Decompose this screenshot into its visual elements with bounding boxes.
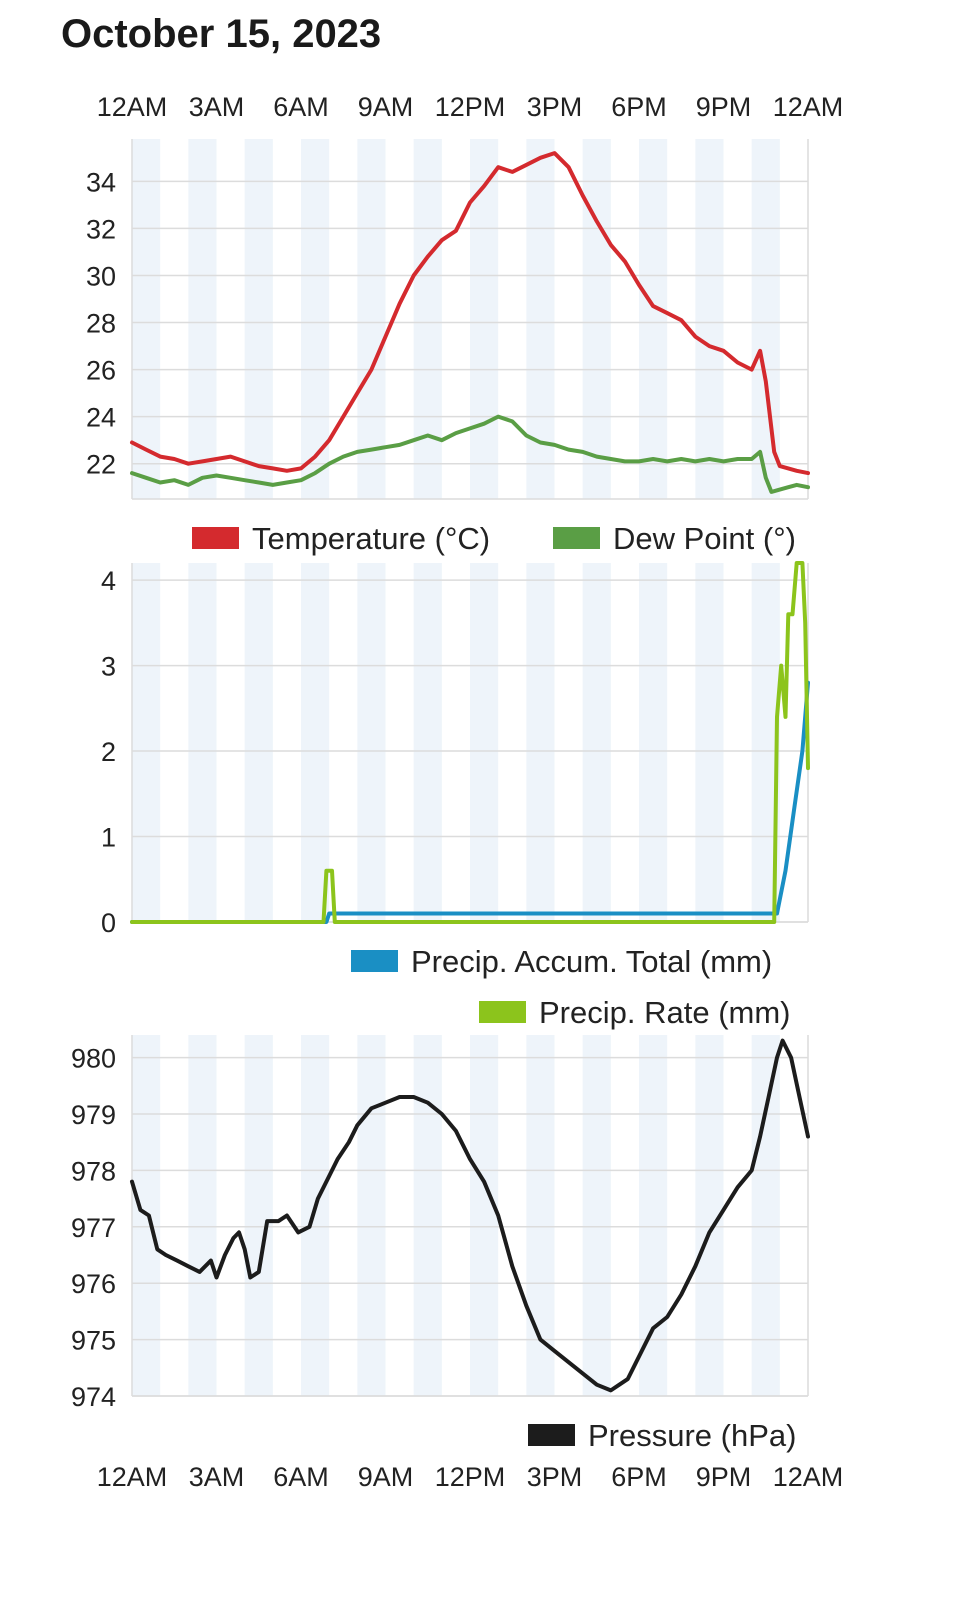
legend-precip-rate-swatch (479, 1001, 526, 1023)
y-tick-label: 28 (86, 309, 116, 339)
x-tick-label: 12PM (435, 1462, 506, 1492)
y-tick-label: 980 (71, 1044, 116, 1074)
hour-band (188, 139, 217, 499)
x-tick-label: 12AM (773, 1462, 844, 1492)
hour-band (695, 139, 724, 499)
y-tick-label: 30 (86, 261, 116, 291)
legend-pressure-swatch (528, 1424, 575, 1446)
x-tick-label: 3AM (189, 92, 245, 122)
x-tick-label: 9AM (358, 1462, 414, 1492)
x-tick-label: 9PM (696, 1462, 752, 1492)
y-tick-label: 978 (71, 1156, 116, 1186)
legend-dew-point-label: Dew Point (°) (613, 521, 796, 556)
temperature-dewpoint-chart: 22 24 26 28 30 32 34 (86, 139, 810, 500)
hour-band (301, 1035, 330, 1396)
dew-point-line (130, 414, 810, 494)
x-tick-label: 12AM (97, 1462, 168, 1492)
y-tick-label: 32 (86, 214, 116, 244)
hour-band (244, 563, 273, 922)
hour-band (357, 1035, 386, 1396)
legend-pressure-label: Pressure (hPa) (588, 1418, 796, 1453)
y-tick-label: 34 (86, 167, 116, 197)
hour-band (188, 1035, 217, 1396)
hour-band (301, 563, 330, 922)
hour-band (188, 563, 217, 922)
y-tick-label: 3 (101, 652, 116, 682)
x-tick-label: 12AM (97, 92, 168, 122)
x-tick-label: 12PM (435, 92, 506, 122)
x-tick-label: 6AM (273, 1462, 329, 1492)
hour-band (470, 563, 499, 922)
x-tick-label: 6PM (611, 1462, 667, 1492)
y-tick-label: 0 (101, 908, 116, 938)
x-tick-label: 3PM (527, 92, 583, 122)
hour-band (695, 563, 724, 922)
y-tick-label: 975 (71, 1326, 116, 1356)
page-title: October 15, 2023 (61, 12, 382, 56)
y-tick-label: 974 (71, 1382, 116, 1412)
hour-band (526, 563, 555, 922)
legend-precip-accum-swatch (351, 950, 398, 972)
hour-band (132, 139, 161, 499)
hour-band (751, 139, 780, 499)
hour-band (470, 1035, 499, 1396)
hour-band (639, 139, 668, 499)
hour-band (413, 139, 442, 499)
hour-band (413, 563, 442, 922)
hour-band (582, 563, 611, 922)
y-tick-label: 26 (86, 356, 116, 386)
y-tick-label: 2 (101, 737, 116, 767)
hour-band (244, 139, 273, 499)
top-time-axis: 12AM 3AM 6AM 9AM 12PM 3PM 6PM 9PM 12AM (97, 92, 844, 122)
x-tick-label: 3AM (189, 1462, 245, 1492)
hour-band (470, 139, 499, 499)
x-tick-label: 6PM (611, 92, 667, 122)
y-tick-label: 976 (71, 1269, 116, 1299)
hour-band (639, 563, 668, 922)
legend-temperature-swatch (192, 527, 239, 549)
x-tick-label: 9PM (696, 92, 752, 122)
pressure-chart: 974 975 976 977 978 979 980 (71, 1035, 810, 1412)
y-tick-label: 977 (71, 1213, 116, 1243)
hour-band (751, 1035, 780, 1396)
x-tick-label: 9AM (358, 92, 414, 122)
precipitation-chart: 0 1 2 3 4 (101, 561, 810, 938)
hour-band (132, 563, 161, 922)
x-tick-label: 3PM (527, 1462, 583, 1492)
hour-band (582, 139, 611, 499)
y-tick-label: 1 (101, 823, 116, 853)
y-tick-label: 22 (86, 450, 116, 480)
hour-band (582, 1035, 611, 1396)
x-tick-label: 6AM (273, 92, 329, 122)
pressure-hpa-line (130, 1038, 810, 1393)
hour-band (413, 1035, 442, 1396)
hour-band (301, 139, 330, 499)
y-tick-label: 979 (71, 1100, 116, 1130)
hour-band (244, 1035, 273, 1396)
hour-band (357, 139, 386, 499)
legend-precip-rate-label: Precip. Rate (mm) (539, 995, 790, 1030)
legend-temperature-label: Temperature (°C) (252, 521, 490, 556)
hour-band (357, 563, 386, 922)
x-tick-label: 12AM (773, 92, 844, 122)
precipitation-legend: Precip. Accum. Total (mm) Precip. Rate (m… (351, 944, 790, 1030)
precip-rate-mm-line (130, 561, 810, 924)
bottom-time-axis: 12AM 3AM 6AM 9AM 12PM 3PM 6PM 9PM 12AM (97, 1462, 844, 1492)
legend-precip-accum-label: Precip. Accum. Total (mm) (411, 944, 772, 979)
y-tick-label: 4 (101, 566, 116, 596)
precip-accum-total-mm-line (130, 680, 810, 924)
y-tick-label: 24 (86, 403, 116, 433)
temperature-c-line (130, 151, 810, 476)
legend-dew-point-swatch (553, 527, 600, 549)
pressure-legend: Pressure (hPa) (528, 1418, 796, 1453)
temperature-dewpoint-legend: Temperature (°C) Dew Point (°) (192, 521, 796, 556)
hour-band (639, 1035, 668, 1396)
